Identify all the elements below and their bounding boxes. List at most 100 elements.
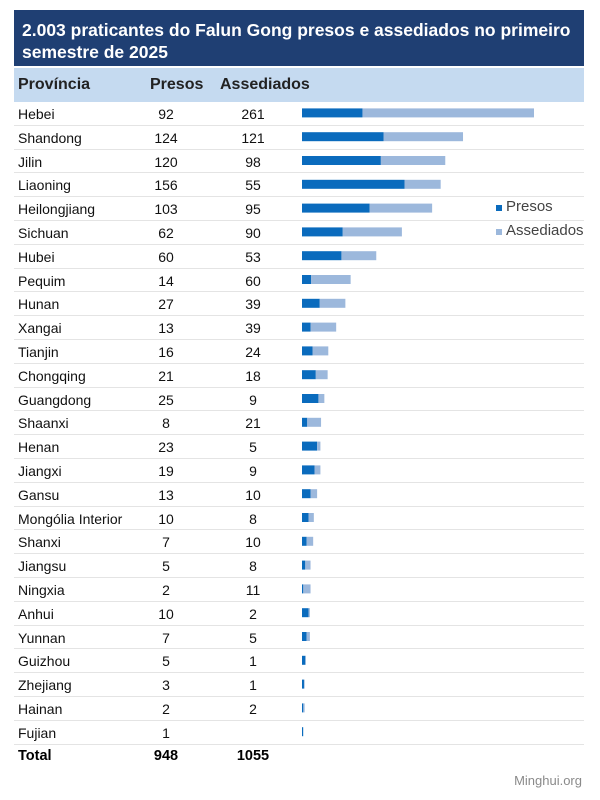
harassed-value: 55 xyxy=(245,177,261,194)
bar-presos-20 xyxy=(302,584,304,594)
province-name: Hainan xyxy=(18,700,63,717)
harassed-value: 10 xyxy=(245,534,261,551)
harassed-value: 2 xyxy=(249,605,257,622)
table-row: Tianjin 16 24 xyxy=(14,340,584,364)
harassed-value: 261 xyxy=(241,106,265,122)
bar-assediados-18 xyxy=(306,536,314,546)
bar-presos-21 xyxy=(302,608,309,618)
harassed-value: 8 xyxy=(249,558,257,575)
province-name: Shandong xyxy=(18,129,82,146)
table-row: Ningxia 2 11 xyxy=(14,578,584,602)
arrested-value: 60 xyxy=(158,248,174,265)
total-harassed: 1055 xyxy=(236,748,270,764)
legend-swatch-presos xyxy=(496,205,502,211)
harassed-value: 2 xyxy=(249,700,257,717)
province-name: Hunan xyxy=(18,296,60,313)
harassed-value: 9 xyxy=(249,462,257,479)
harassed-value: 95 xyxy=(245,201,261,218)
bar-assediados-15 xyxy=(314,465,321,475)
arrested-value: 14 xyxy=(158,272,174,289)
table-row: Shanxi 7 10 xyxy=(14,530,584,555)
bar-assediados-24 xyxy=(303,679,305,689)
arrested-value: 13 xyxy=(158,486,174,503)
table-row: Mongólia Interior 10 8 xyxy=(14,507,584,531)
arrested-value: 21 xyxy=(158,367,174,384)
harassed-value: 9 xyxy=(249,391,257,408)
total-row: Total 948 1055 xyxy=(14,746,314,768)
table-row: Hainan 2 2 xyxy=(14,697,584,721)
harassed-value: 10 xyxy=(245,486,261,503)
table-row: Gansu 13 10 xyxy=(14,483,584,507)
province-name: Jiangxi xyxy=(18,462,62,479)
arrested-value: 16 xyxy=(158,343,174,360)
table-row: Guizhou 5 1 xyxy=(14,649,584,674)
bar-assediados-0 xyxy=(362,108,534,118)
bar-presos-13 xyxy=(302,417,308,427)
bar-presos-25 xyxy=(302,703,304,713)
bar-presos-24 xyxy=(302,679,304,689)
province-name: Shanxi xyxy=(18,534,61,551)
bar-assediados-10 xyxy=(312,346,329,356)
table-row: Hunan 27 39 xyxy=(14,292,584,317)
province-name: Yunnan xyxy=(18,629,66,646)
table-row: Jiangxi 19 9 xyxy=(14,459,584,483)
harassed-value: 60 xyxy=(245,272,261,289)
province-name: Guizhou xyxy=(18,653,71,670)
table-row: Sichuan 62 90 xyxy=(14,221,584,245)
table-row: Xangai 13 39 xyxy=(14,316,584,340)
bar-assediados-22 xyxy=(306,632,310,641)
province-name: Jilin xyxy=(18,153,43,170)
header-arrested: Presos xyxy=(150,76,204,93)
harassed-value: 5 xyxy=(249,629,257,646)
harassed-value: 1 xyxy=(249,653,257,670)
table-header: Província Presos Assediados xyxy=(14,68,584,102)
harassed-value: 98 xyxy=(245,153,261,170)
bar-presos-3 xyxy=(302,179,405,189)
bar-presos-8 xyxy=(302,298,320,308)
province-name: Hebei xyxy=(18,106,55,122)
province-name: Fujian xyxy=(18,724,57,741)
province-name: Sichuan xyxy=(18,224,69,241)
arrested-value: 23 xyxy=(158,439,174,456)
arrested-value: 120 xyxy=(154,153,178,170)
arrested-value: 7 xyxy=(162,629,170,646)
bar-presos-2 xyxy=(302,156,381,165)
province-name: Zhejiang xyxy=(18,677,72,694)
harassed-value: 90 xyxy=(245,224,261,241)
table-row: Zhejiang 3 1 xyxy=(14,673,584,697)
table-row: Guangdong 25 9 xyxy=(14,388,584,412)
arrested-value: 27 xyxy=(158,296,174,313)
legend-item-presos: Presos xyxy=(496,198,584,222)
bar-assediados-17 xyxy=(308,513,314,522)
harassed-value: 121 xyxy=(241,129,265,146)
bar-assediados-25 xyxy=(303,703,305,713)
table-row: Jiangsu 5 8 xyxy=(14,554,584,578)
bar-assediados-12 xyxy=(318,394,325,403)
table-row: Yunnan 7 5 xyxy=(14,626,584,650)
bar-presos-1 xyxy=(302,132,384,142)
harassed-value: 1 xyxy=(249,677,257,694)
table-row: Hubei 60 53 xyxy=(14,245,584,269)
legend-label-assediados: Assediados xyxy=(506,222,584,239)
arrested-value: 25 xyxy=(158,391,174,408)
arrested-value: 156 xyxy=(154,177,178,194)
table-row: Heilongjiang 103 95 xyxy=(14,197,584,221)
legend-item-assediados: Assediados xyxy=(496,222,584,246)
province-name: Tianjin xyxy=(18,343,59,360)
arrested-value: 5 xyxy=(162,653,170,670)
harassed-value: 39 xyxy=(245,320,261,337)
bar-assediados-2 xyxy=(380,156,446,165)
bar-assediados-8 xyxy=(319,298,346,308)
harassed-value: 5 xyxy=(249,439,257,456)
arrested-value: 92 xyxy=(158,106,174,122)
bar-presos-11 xyxy=(302,370,316,380)
arrested-value: 19 xyxy=(158,462,174,479)
bar-presos-12 xyxy=(302,394,319,403)
legend: Presos Assediados xyxy=(496,198,584,246)
header-province: Província xyxy=(18,76,91,93)
province-name: Xangai xyxy=(18,320,62,337)
harassed-value: 8 xyxy=(249,510,257,527)
bar-assediados-6 xyxy=(341,251,377,261)
province-name: Shaanxi xyxy=(18,415,69,432)
table-row: Liaoning 156 55 xyxy=(14,173,584,198)
